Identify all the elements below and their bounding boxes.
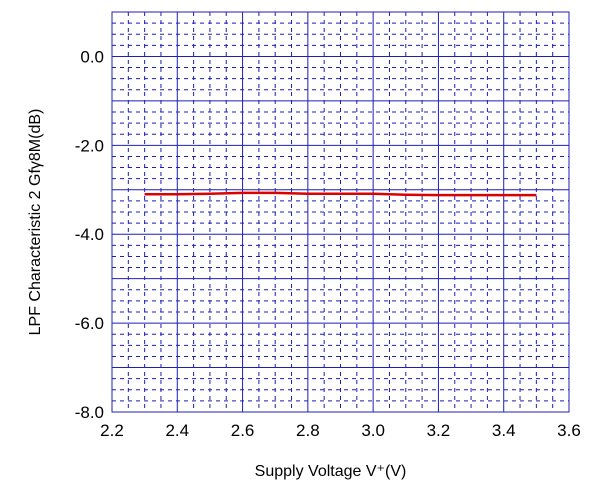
y-tick-label: -2.0 <box>75 136 104 155</box>
x-tick-label: 2.8 <box>296 421 320 440</box>
y-tick-label: 0.0 <box>80 47 104 66</box>
x-tick-label: 3.6 <box>557 421 581 440</box>
x-tick-label: 3.2 <box>427 421 451 440</box>
series-line-1 <box>144 191 537 197</box>
minor-grid <box>112 12 569 412</box>
major-grid <box>112 12 569 412</box>
x-tick-labels: 2.2 2.4 2.6 2.8 3.0 3.2 3.4 3.6 <box>100 421 581 440</box>
x-tick-label: 2.4 <box>165 421 189 440</box>
plot-frame <box>111 11 570 413</box>
y-tick-label: -6.0 <box>75 314 104 333</box>
x-tick-label: 3.0 <box>361 421 385 440</box>
x-axis-label: Supply Voltage V⁺(V) <box>255 463 407 480</box>
y-tick-label: -8.0 <box>75 403 104 422</box>
series-layer <box>144 191 537 197</box>
y-tick-label: -4.0 <box>75 225 104 244</box>
y-axis-label: LPF Characteristic 2 Gfγ8M(dB) <box>27 109 44 336</box>
y-tick-labels: 0.0 -2.0 -4.0 -6.0 -8.0 <box>75 47 104 422</box>
x-tick-label: 3.4 <box>492 421 516 440</box>
x-tick-label: 2.6 <box>231 421 255 440</box>
x-tick-label: 2.2 <box>100 421 124 440</box>
